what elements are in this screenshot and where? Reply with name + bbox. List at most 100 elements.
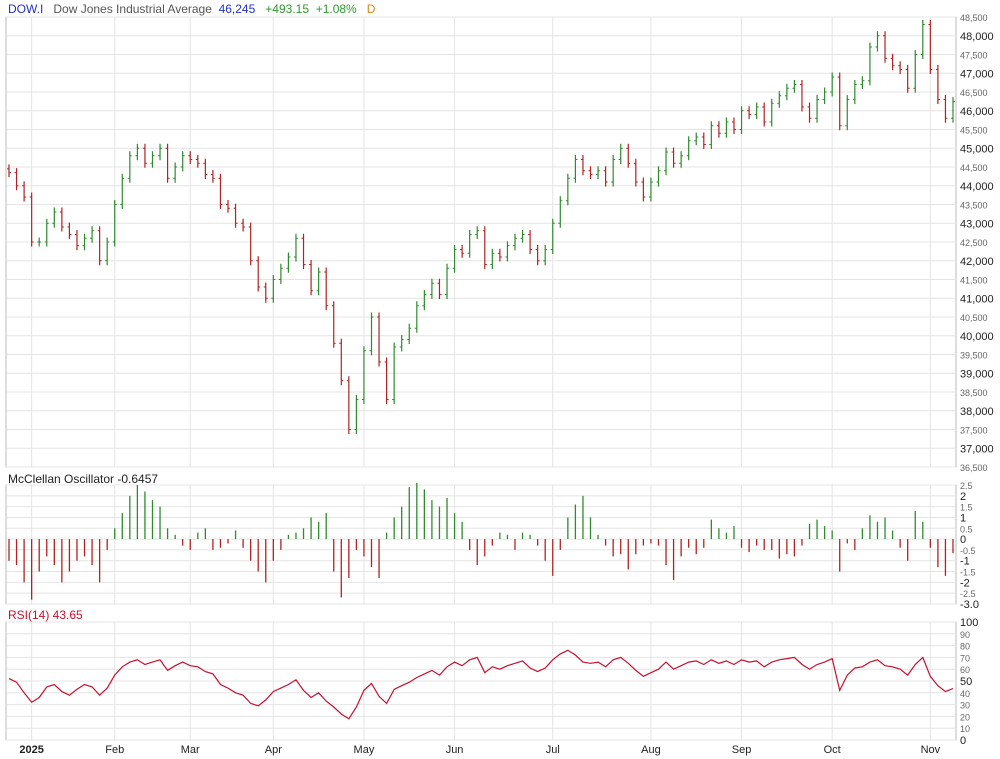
ohlc-bar — [97, 226, 102, 266]
price-panel-tick-label: 38,500 — [960, 388, 988, 398]
ohlc-bar — [913, 50, 918, 93]
ohlc-bar — [218, 173, 223, 209]
x-axis-label: Jun — [446, 744, 464, 756]
ohlc-bar — [754, 102, 759, 119]
rsi-panel-tick-label: 0 — [960, 735, 966, 747]
ohlc-bar — [429, 278, 434, 299]
ohlc-bar — [210, 170, 215, 183]
x-axis-label: Mar — [181, 744, 200, 756]
ohlc-bar — [263, 282, 268, 303]
ohlc-bar — [762, 102, 767, 127]
x-axis-label: Jul — [546, 744, 560, 756]
mcclellan-panel-tick-label: -2 — [960, 577, 970, 589]
ohlc-bar — [67, 222, 72, 239]
ohlc-bar — [490, 248, 495, 269]
rsi-panel-tick-label: 70 — [960, 653, 970, 663]
price-panel-tick-label: 46,500 — [960, 88, 988, 98]
ohlc-bar — [558, 196, 563, 228]
price-panel-tick-label: 42,000 — [960, 256, 994, 268]
price-panel-tick-label: 45,000 — [960, 143, 994, 155]
chart-header: DOW.I Dow Jones Industrial Average 46,24… — [8, 2, 375, 16]
ohlc-bar — [596, 166, 601, 179]
rsi-panel-tick-label: 80 — [960, 642, 970, 652]
ohlc-bar — [248, 222, 253, 266]
ohlc-bar — [127, 151, 132, 183]
x-axis-label: Nov — [921, 744, 941, 756]
ohlc-bar — [74, 230, 79, 251]
ohlc-bar — [648, 177, 653, 202]
ohlc-bar — [935, 65, 940, 104]
price-panel-tick-label: 37,000 — [960, 443, 994, 455]
ohlc-bar — [22, 181, 27, 202]
ohlc-bar — [346, 376, 351, 434]
price-panel-tick-label: 48,000 — [960, 31, 994, 43]
mcclellan-panel-tick-label: 1.5 — [960, 503, 973, 513]
ohlc-bar — [195, 155, 200, 168]
mcclellan-panel-tick-label: 0.5 — [960, 524, 973, 534]
price-panel-tick-label: 43,500 — [960, 201, 988, 211]
price-panel-tick-label: 38,000 — [960, 406, 994, 418]
ohlc-bar — [928, 20, 933, 74]
ohlc-bar — [452, 245, 457, 273]
ohlc-bar — [105, 237, 110, 266]
ohlc-bar — [203, 158, 208, 179]
ohlc-bar — [44, 218, 49, 247]
ohlc-bar — [747, 106, 752, 119]
ohlc-bar — [482, 226, 487, 269]
ohlc-bar — [852, 80, 857, 104]
rsi-panel-tick-label: 40 — [960, 689, 970, 699]
ohlc-bar — [392, 342, 397, 404]
price-panel-tick-label: 45,500 — [960, 126, 988, 136]
ohlc-bar — [233, 203, 238, 228]
ohlc-bar — [792, 80, 797, 93]
ohlc-bar — [505, 241, 510, 262]
price-panel-tick-label: 41,500 — [960, 276, 988, 286]
ohlc-bar — [37, 237, 42, 247]
ohlc-bar — [626, 143, 631, 168]
ohlc-bar — [716, 121, 721, 138]
ohlc-bar — [407, 323, 412, 344]
price-panel-tick-label: 44,500 — [960, 163, 988, 173]
ohlc-bar — [399, 335, 404, 352]
ohlc-bar — [29, 192, 34, 247]
ohlc-bar — [573, 155, 578, 183]
ohlc-bar — [339, 338, 344, 386]
ohlc-bar — [188, 151, 193, 164]
ohlc-bar — [520, 230, 525, 243]
ohlc-bar — [641, 177, 646, 202]
ohlc-bar — [301, 233, 306, 269]
ohlc-bar — [724, 117, 729, 138]
ohlc-bar — [694, 132, 699, 146]
ohlc-bar — [830, 72, 835, 97]
ohlc-bar — [784, 83, 789, 101]
price-panel-tick-label: 47,500 — [960, 51, 988, 61]
ohlc-bar — [565, 173, 570, 206]
ohlc-bar — [898, 61, 903, 74]
rsi-line — [8, 649, 954, 720]
period-label[interactable]: D — [366, 2, 376, 16]
ohlc-bar — [603, 166, 608, 187]
mcclellan-panel-tick-label: -2.5 — [960, 589, 976, 599]
ohlc-bar — [293, 233, 298, 262]
mcclellan-panel-tick-label: -1 — [960, 556, 970, 568]
rsi-panel-tick-label: 60 — [960, 665, 970, 675]
ohlc-bar — [384, 357, 389, 404]
ohlc-bar — [883, 31, 888, 63]
ohlc-bar — [860, 76, 865, 89]
rsi-panel-tick-label: 50 — [960, 676, 972, 688]
ohlc-bar — [769, 98, 774, 127]
ohlc-bar — [611, 155, 616, 187]
ohlc-bar — [173, 162, 178, 183]
ohlc-bar — [890, 53, 895, 71]
ohlc-bar — [497, 248, 502, 262]
change-value: +493.15 — [265, 2, 310, 16]
x-axis-label: Feb — [105, 744, 124, 756]
ohlc-bar — [460, 245, 465, 258]
ohlc-bar — [550, 218, 555, 254]
ohlc-bar — [120, 173, 125, 209]
symbol-label[interactable]: DOW.I — [8, 2, 44, 16]
ohlc-bar — [467, 230, 472, 258]
ohlc-bar — [777, 91, 782, 108]
ohlc-bar — [309, 260, 314, 296]
ohlc-bar — [807, 102, 812, 123]
